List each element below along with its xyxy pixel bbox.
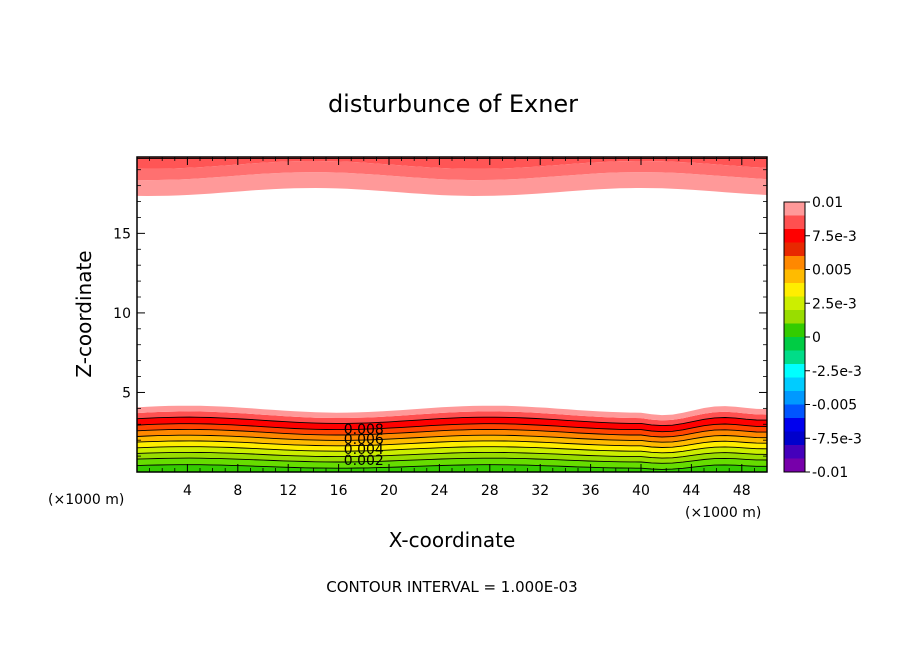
colorbar-swatch [784, 202, 805, 216]
colorbar: 0.01 7.5e-3 0.005 2.5e-3 0 -2.5e-3 -0.005 -7.5e… [783, 195, 862, 481]
contour-band-lower [137, 452, 767, 464]
colorbar-label: 0.005 [812, 263, 852, 279]
contour-line-lower [137, 416, 767, 427]
contour-band-lower [137, 405, 767, 421]
contour-line-lower [137, 457, 767, 464]
colorbar-swatch [784, 377, 805, 392]
x-tick-label: 36 [582, 483, 600, 499]
colorbar-swatch [784, 269, 805, 284]
contour-band-lower [137, 446, 767, 459]
colorbar-swatch [784, 364, 805, 378]
colorbar-label: 0 [812, 330, 821, 346]
contour-line-lower [137, 428, 767, 438]
contour-band-lower [137, 458, 767, 470]
contour-line-lower [137, 464, 767, 470]
x-tick-label: 16 [330, 483, 348, 499]
contour-band-upper [137, 172, 767, 196]
contour-line-lower [137, 446, 767, 454]
x-tick-label: 24 [430, 483, 448, 499]
colorbar-label: -7.5e-3 [812, 431, 862, 447]
colorbar-label: -0.005 [812, 398, 857, 414]
contour-label: 0.006 [344, 432, 384, 448]
colorbar-swatch [784, 283, 805, 297]
contour-line-lower [137, 423, 767, 433]
colorbar-label: 2.5e-3 [812, 296, 857, 312]
contour-interval-footer: CONTOUR INTERVAL = 1.000E-03 [326, 578, 577, 596]
colorbar-swatch [784, 323, 805, 338]
colorbar-label: 0.01 [812, 195, 843, 211]
chart-title: disturbunce of Exner [328, 90, 578, 118]
colorbar-label: -2.5e-3 [812, 364, 862, 380]
contour-line-lower [137, 440, 767, 448]
y-tick-label: 10 [113, 306, 131, 322]
colorbar-swatch [784, 418, 805, 432]
colorbar-swatch [784, 445, 805, 459]
contour-label: 0.004 [344, 442, 384, 458]
colorbar-swatch [784, 431, 805, 446]
x-tick-label: 48 [733, 483, 751, 499]
contour-label: 0.002 [344, 453, 384, 469]
colorbar-label: 7.5e-3 [812, 229, 857, 245]
x-tick-label: 28 [481, 483, 499, 499]
contour-band-upper [137, 161, 767, 181]
contour-fill-area [137, 157, 767, 472]
colorbar-label: -0.01 [812, 465, 848, 481]
colorbar-swatch [784, 458, 805, 473]
colorbar-swatch [784, 229, 805, 243]
colorbar-swatch [784, 215, 805, 230]
colorbar-swatch [784, 404, 805, 419]
x-tick-label: 40 [632, 483, 650, 499]
x-unit-right: (×1000 m) [685, 505, 761, 521]
x-axis-label: X-coordinate [389, 528, 516, 552]
y-axis-label: Z-coordinate [72, 250, 96, 377]
contour-line-lower [137, 451, 767, 459]
contour-band-upper [137, 157, 767, 169]
x-tick-label: 4 [183, 483, 192, 499]
contour-lines [137, 158, 767, 470]
x-tick-label: 44 [682, 483, 700, 499]
x-unit-left: (×1000 m) [48, 492, 124, 508]
colorbar-swatch [784, 391, 805, 405]
colorbar-swatch [784, 350, 805, 365]
colorbar-swatch [784, 242, 805, 257]
contour-label: 0.008 [344, 422, 384, 438]
y-tick-label: 15 [113, 226, 131, 242]
x-tick-label: 32 [531, 483, 549, 499]
colorbar-swatch [784, 296, 805, 311]
x-tick-label: 12 [279, 483, 297, 499]
contour-line-lower [137, 434, 767, 443]
x-tick-label: 20 [380, 483, 398, 499]
y-tick-label: 5 [122, 385, 131, 401]
x-tick-label: 8 [233, 483, 242, 499]
colorbar-swatch [784, 256, 805, 270]
colorbar-swatch [784, 337, 805, 351]
colorbar-swatch [784, 310, 805, 324]
